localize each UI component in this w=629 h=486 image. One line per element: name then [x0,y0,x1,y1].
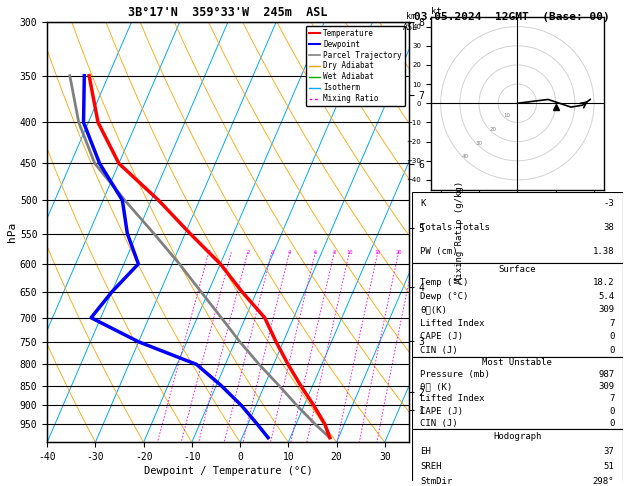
Bar [412,263,623,357]
Text: 10: 10 [347,250,353,255]
Text: 987: 987 [598,370,615,380]
Text: EH: EH [420,447,431,456]
Text: 2: 2 [246,250,250,255]
Text: Lifted Index: Lifted Index [420,319,485,328]
Text: Dewp (°C): Dewp (°C) [420,292,469,301]
Text: 15: 15 [375,250,381,255]
Text: CIN (J): CIN (J) [420,346,458,355]
Text: 5.4: 5.4 [598,292,615,301]
Text: 0: 0 [609,406,615,416]
Text: K: K [420,199,426,208]
Y-axis label: Mixing Ratio (g/kg): Mixing Ratio (g/kg) [455,181,464,283]
Legend: Temperature, Dewpoint, Parcel Trajectory, Dry Adiabat, Wet Adiabat, Isotherm, Mi: Temperature, Dewpoint, Parcel Trajectory… [306,26,405,106]
Text: 6: 6 [314,250,317,255]
Text: -3: -3 [604,199,615,208]
Text: 51: 51 [604,462,615,471]
Text: SREH: SREH [420,462,442,471]
Text: 298°: 298° [593,477,615,486]
Text: θᴇ (K): θᴇ (K) [420,382,453,391]
Text: Hodograph: Hodograph [493,432,542,441]
Text: 30: 30 [476,140,483,146]
Text: km
ASL: km ASL [403,12,418,32]
Text: CAPE (J): CAPE (J) [420,406,464,416]
Text: 1: 1 [207,250,211,255]
Text: Temp (°C): Temp (°C) [420,278,469,287]
Text: 8: 8 [333,250,336,255]
Text: 38: 38 [604,223,615,232]
Text: 20: 20 [490,127,497,132]
Text: Lifted Index: Lifted Index [420,395,485,403]
Text: 0: 0 [609,332,615,341]
Text: kt: kt [431,7,442,16]
Text: PW (cm): PW (cm) [420,246,458,256]
Y-axis label: hPa: hPa [7,222,17,242]
Text: 20: 20 [396,250,402,255]
Text: Totals Totals: Totals Totals [420,223,490,232]
Text: Surface: Surface [499,265,536,274]
Text: 10: 10 [504,113,511,118]
Bar [412,357,623,429]
Text: 0: 0 [609,418,615,428]
Bar [412,192,623,263]
Text: 7: 7 [609,395,615,403]
Text: 0: 0 [609,346,615,355]
Text: LCL: LCL [411,368,426,378]
Text: Pressure (mb): Pressure (mb) [420,370,490,380]
Text: 7: 7 [609,319,615,328]
Text: 3: 3 [270,250,274,255]
Text: CAPE (J): CAPE (J) [420,332,464,341]
Text: 1.38: 1.38 [593,246,615,256]
X-axis label: Dewpoint / Temperature (°C): Dewpoint / Temperature (°C) [143,466,313,476]
Text: θᴇ(K): θᴇ(K) [420,305,447,314]
Title: 3B°17'N  359°33'W  245m  ASL: 3B°17'N 359°33'W 245m ASL [128,6,328,19]
Text: 309: 309 [598,305,615,314]
Text: CIN (J): CIN (J) [420,418,458,428]
Bar [412,429,623,486]
Text: 4: 4 [288,250,291,255]
Text: StmDir: StmDir [420,477,453,486]
Text: 03.05.2024  12GMT  (Base: 00): 03.05.2024 12GMT (Base: 00) [414,12,610,22]
Text: 309: 309 [598,382,615,391]
Text: 37: 37 [604,447,615,456]
Text: 18.2: 18.2 [593,278,615,287]
Text: Most Unstable: Most Unstable [482,358,552,367]
Text: 40: 40 [462,155,469,159]
